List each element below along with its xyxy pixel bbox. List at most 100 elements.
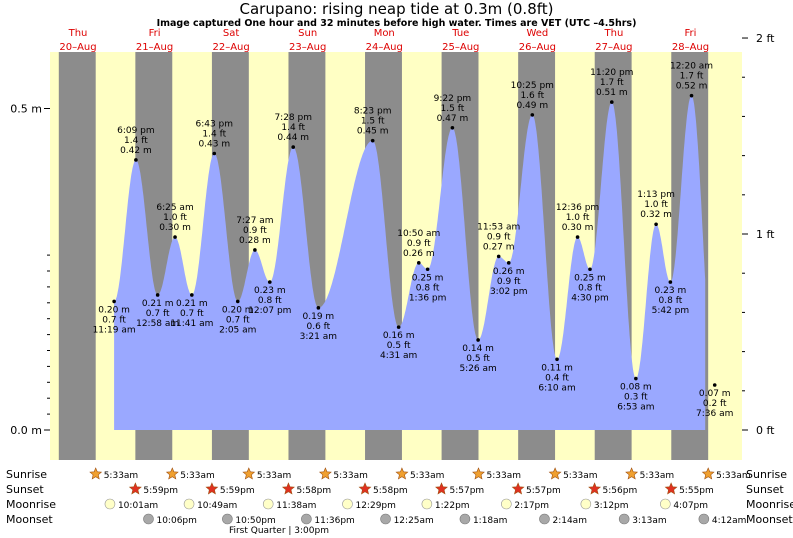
- high-tide-label: 10:25 pm: [511, 81, 554, 91]
- high-tide-label: 1.4 ft: [124, 136, 148, 146]
- sunset-icon: [435, 482, 448, 495]
- low-tide-label: 0.20 m: [98, 305, 130, 315]
- extreme-point: [190, 293, 194, 297]
- high-tide-label: 0.9 ft: [243, 226, 267, 236]
- sunset-icon: [128, 482, 142, 495]
- low-tide-label: 4:30 pm: [571, 293, 609, 303]
- y-tick-label-right: 0 ft: [756, 424, 775, 437]
- sunrise-icon: [625, 467, 639, 480]
- moonset-time: 3:13am: [632, 516, 667, 526]
- low-tide-label: 0.8 ft: [578, 283, 602, 293]
- astro-row-label-left: Moonrise: [6, 498, 56, 511]
- sunset-icon: [511, 482, 525, 495]
- moonrise-icon: [421, 498, 433, 510]
- high-tide-label: 12:36 pm: [556, 203, 599, 213]
- high-tide-label: 1.6 ft: [520, 91, 544, 101]
- moonrise-time: 2:17pm: [514, 501, 549, 511]
- low-tide-label: 1:36 pm: [409, 293, 447, 303]
- high-tide-label: 0.27 m: [483, 242, 515, 252]
- sunrise-time: 5:33am: [487, 471, 522, 481]
- high-tide-label: 0.30 m: [562, 223, 594, 233]
- high-tide-label: 0.51 m: [596, 88, 628, 98]
- low-tide-label: 0.21 m: [142, 299, 174, 309]
- low-tide-label: 7:36 am: [696, 409, 733, 419]
- date-label: 25–Aug: [442, 42, 479, 53]
- sunrise-icon: [318, 467, 332, 480]
- low-tide-label: 5:26 am: [459, 364, 496, 374]
- extreme-point: [496, 254, 501, 259]
- sunrise-time: 5:33am: [104, 471, 139, 481]
- low-tide-label: 0.6 ft: [307, 322, 331, 332]
- low-tide-label: 0.5 ft: [387, 341, 411, 351]
- extreme-point: [212, 151, 217, 156]
- low-tide-label: 0.16 m: [383, 331, 415, 341]
- sunrise-icon: [548, 467, 562, 480]
- day-labels: Thu 20–Aug Fri 21–Aug Sat 22–Aug Sun 23–Aug Mon 2…: [59, 28, 709, 53]
- day-label: Fri: [149, 28, 161, 39]
- moonset-icon: [301, 513, 312, 525]
- high-tide-label: 0.26 m: [403, 249, 435, 259]
- y-tick-label-right: 2 ft: [756, 32, 775, 45]
- sunrise-time: 5:33am: [716, 471, 751, 481]
- sunset-time: 5:58pm: [373, 486, 408, 496]
- moonset-time: 1:18am: [473, 516, 508, 526]
- moonrise-time: 10:49am: [197, 501, 237, 511]
- sunset-time: 5:56pm: [603, 486, 638, 496]
- low-tide-label: 0.21 m: [176, 299, 208, 309]
- moonrise-time: 11:38am: [276, 501, 316, 511]
- extreme-point: [450, 125, 455, 130]
- high-tide-label: 6:43 pm: [195, 120, 233, 130]
- moonset-time: 4:12am: [712, 516, 747, 526]
- extreme-point: [267, 280, 272, 284]
- low-tide-label: 0.9 ft: [497, 277, 521, 287]
- moonset-icon: [143, 513, 154, 525]
- sunset-icon: [281, 482, 295, 495]
- extreme-point: [575, 235, 580, 239]
- y-tick-label-left: 0.5 m: [10, 103, 42, 116]
- high-tide-label: 0.49 m: [516, 101, 548, 111]
- low-tide-label: 0.26 m: [493, 267, 525, 277]
- moonrise-icon: [580, 498, 592, 510]
- low-tide-label: 0.19 m: [303, 312, 335, 322]
- low-tide-label: 0.7 ft: [180, 309, 204, 319]
- high-tide-label: 0.9 ft: [407, 239, 431, 249]
- low-tide-label: 0.25 m: [412, 273, 444, 283]
- day-label: Wed: [526, 28, 548, 39]
- moonrise-time: 4:07pm: [673, 501, 708, 511]
- high-tide-label: 0.43 m: [198, 140, 230, 150]
- extreme-point: [235, 299, 240, 304]
- extreme-point: [530, 113, 535, 117]
- extreme-point: [712, 383, 717, 387]
- high-tide-label: 1.7 ft: [680, 72, 704, 82]
- low-tide-label: 3:02 pm: [490, 287, 528, 297]
- sunset-icon: [358, 482, 372, 495]
- sunset-time: 5:57pm: [526, 486, 561, 496]
- sunset-icon: [588, 482, 602, 495]
- extreme-point: [476, 338, 480, 342]
- high-tide-label: 1.4 ft: [281, 123, 305, 133]
- high-tide-label: 1.0 ft: [566, 213, 590, 223]
- astro-row-label-right: Sunset: [746, 483, 784, 496]
- chart-title: Carupano: rising neap tide at 0.3m (0.8f…: [239, 0, 554, 18]
- low-tide-label: 0.2 ft: [703, 399, 727, 409]
- high-tide-label: 8:23 pm: [354, 107, 392, 117]
- high-tide-label: 0.45 m: [357, 127, 389, 137]
- astro-row-label-right: Sunrise: [746, 468, 787, 481]
- high-tide-label: 10:50 am: [397, 229, 440, 239]
- extreme-point: [370, 138, 375, 143]
- day-label: Thu: [604, 28, 624, 39]
- high-tide-label: 1.0 ft: [163, 213, 187, 223]
- sunrise-time: 5:33am: [563, 471, 598, 481]
- moonrise-time: 10:01am: [118, 501, 158, 511]
- high-tide-label: 1.5 ft: [361, 117, 385, 127]
- extreme-point: [173, 235, 177, 239]
- low-tide-label: 4:31 am: [380, 351, 417, 361]
- high-tide-label: 0.47 m: [437, 114, 469, 124]
- moonrise-icon: [183, 498, 195, 510]
- high-tide-label: 0.52 m: [676, 82, 708, 92]
- low-tide-label: 0.4 ft: [545, 373, 569, 383]
- high-tide-label: 0.30 m: [159, 223, 191, 233]
- sunrise-icon: [89, 467, 103, 480]
- low-tide-label: 0.23 m: [254, 286, 286, 296]
